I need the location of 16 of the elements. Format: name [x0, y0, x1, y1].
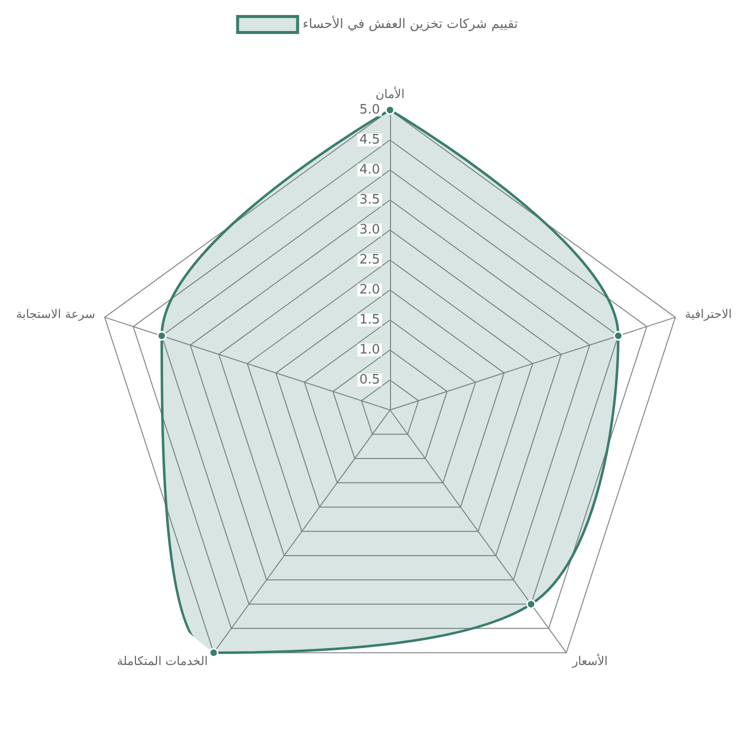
spoke-label: الأسعار — [571, 652, 608, 668]
y-tick-label: 2.5 — [359, 252, 380, 268]
spoke-label: الاحترافية — [684, 307, 732, 322]
y-tick-label: 1.0 — [359, 342, 380, 358]
spoke-label: الأمان — [375, 86, 405, 101]
y-tick-label: 1.5 — [359, 312, 380, 328]
y-tick-label: 3.5 — [359, 192, 380, 208]
y-tick-label: 0.5 — [359, 372, 380, 388]
spoke-label: الخدمات المتكاملة — [116, 654, 208, 668]
y-tick-label: 2.0 — [359, 282, 380, 298]
y-tick-label: 3.0 — [359, 222, 380, 238]
legend-label: تقييم شركات تخزين العفش في الأحساء — [302, 15, 518, 32]
y-tick-label: 4.0 — [359, 162, 380, 178]
y-tick-label: 4.5 — [359, 132, 380, 148]
y-tick-label: 5.0 — [359, 102, 380, 118]
spoke-label: سرعة الاستجابة — [16, 307, 96, 322]
